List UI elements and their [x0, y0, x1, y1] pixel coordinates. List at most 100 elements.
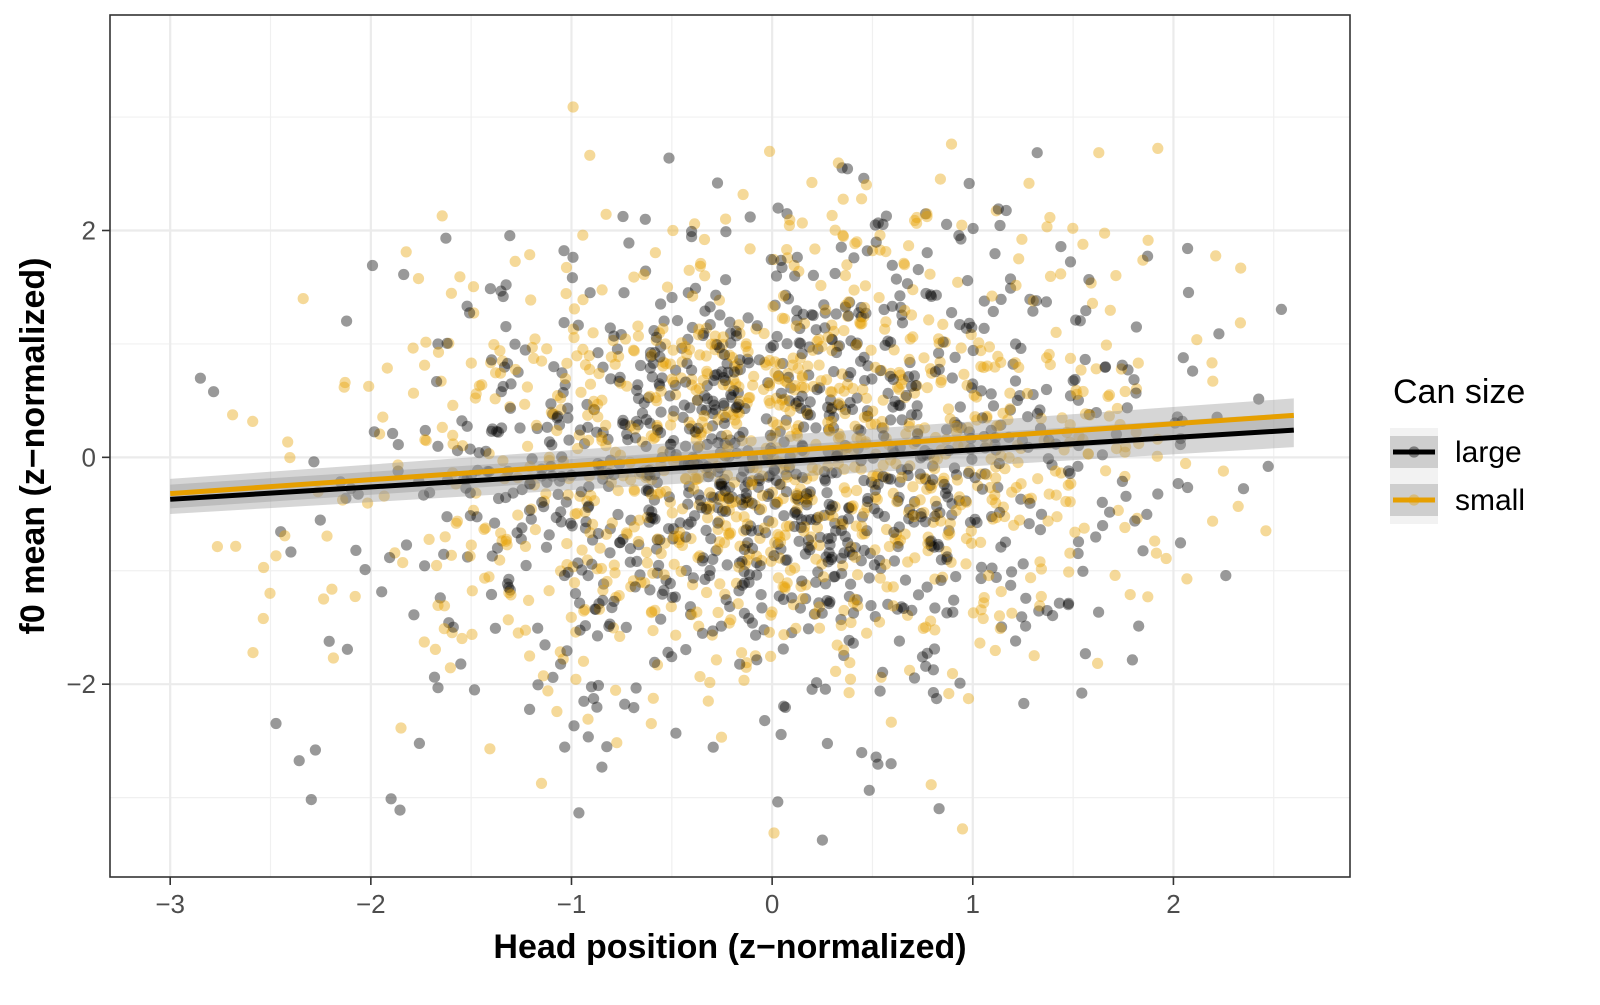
data-point-large: [975, 561, 988, 574]
data-point-large: [874, 554, 886, 566]
data-point-small: [772, 370, 784, 383]
data-point-large: [392, 439, 404, 451]
data-point-small: [600, 440, 612, 452]
data-point-small: [1025, 572, 1037, 584]
data-point-large: [751, 654, 763, 666]
plot-panel-background: [110, 15, 1350, 877]
data-point-large: [587, 534, 599, 546]
data-point-small: [869, 361, 882, 373]
data-point-small: [898, 259, 911, 271]
data-point-large: [540, 541, 553, 553]
data-point-large: [803, 341, 816, 353]
data-point-small: [929, 495, 942, 507]
data-point-small: [445, 549, 457, 561]
data-point-small: [919, 422, 931, 434]
data-point-small: [1058, 444, 1070, 456]
legend-title: Can size: [1393, 373, 1525, 411]
data-point-small: [318, 593, 330, 605]
data-point-small: [904, 417, 916, 429]
data-point-small: [1056, 412, 1068, 424]
data-point-large: [1015, 342, 1027, 354]
data-point-large: [995, 419, 1007, 431]
data-point-large: [525, 513, 537, 525]
data-point-small: [1044, 270, 1057, 282]
data-point-large: [863, 572, 875, 584]
data-point-small: [641, 557, 654, 569]
data-point-large: [501, 357, 514, 369]
data-point-small: [339, 376, 351, 389]
data-point-small: [784, 405, 796, 417]
data-point-small: [773, 399, 785, 411]
data-point-small: [632, 330, 645, 342]
data-point-small: [726, 352, 739, 364]
data-point-small: [247, 647, 259, 659]
data-point-small: [823, 425, 836, 437]
data-point-small: [849, 551, 861, 563]
data-point-small: [644, 390, 656, 402]
data-point-large: [697, 552, 709, 564]
data-point-large: [285, 546, 297, 558]
data-point-small: [648, 433, 660, 445]
data-point-large: [648, 494, 661, 506]
data-point-small: [796, 217, 808, 229]
data-point-large: [597, 594, 609, 607]
data-point-small: [610, 591, 622, 603]
data-point-large: [742, 537, 754, 549]
data-point-large: [1005, 579, 1017, 591]
data-point-large: [582, 731, 594, 743]
data-point-small: [965, 328, 977, 341]
data-point-small: [838, 463, 850, 475]
data-point-large: [720, 274, 732, 286]
data-point-large: [714, 309, 726, 321]
data-point-small: [1111, 402, 1123, 415]
data-point-small: [619, 333, 632, 345]
data-point-large: [736, 499, 749, 511]
data-point-large: [558, 317, 570, 329]
data-point-large: [716, 505, 729, 517]
legend-key-small: [1390, 476, 1438, 524]
data-point-small: [719, 503, 731, 515]
data-point-large: [1027, 389, 1039, 401]
data-point-small: [889, 533, 901, 545]
data-point-large: [1024, 293, 1036, 305]
data-point-small: [1152, 142, 1164, 154]
data-point-large: [895, 601, 908, 613]
data-point-large: [1137, 545, 1149, 557]
data-point-large: [920, 208, 932, 220]
data-point-small: [965, 525, 977, 537]
data-point-large: [949, 351, 961, 363]
data-point-large: [908, 672, 921, 684]
data-point-small: [489, 393, 501, 405]
data-point-large: [927, 474, 939, 486]
data-point-large: [674, 517, 686, 529]
data-point-small: [715, 731, 728, 743]
data-point-large: [850, 339, 862, 351]
data-point-large: [942, 491, 954, 503]
data-point-small: [776, 394, 788, 406]
data-point-small: [555, 392, 567, 404]
data-point-large: [802, 408, 814, 421]
data-point-large: [816, 834, 829, 846]
data-point-large: [802, 534, 815, 546]
data-point-large: [486, 550, 498, 562]
data-point-large: [588, 404, 600, 416]
data-point-small: [813, 622, 826, 634]
data-point-small: [698, 233, 711, 246]
data-point-large: [270, 717, 282, 730]
data-point-large: [669, 591, 681, 603]
data-point-small: [456, 632, 468, 645]
data-point-large: [769, 498, 781, 510]
data-point-small: [609, 567, 621, 579]
data-point-small: [609, 446, 622, 458]
data-point-small: [860, 392, 873, 404]
data-point-small: [613, 350, 625, 363]
data-point-small: [632, 535, 645, 548]
data-point-large: [648, 325, 660, 337]
data-point-small: [778, 313, 791, 325]
data-point-large: [1116, 475, 1128, 487]
data-point-small: [792, 420, 805, 432]
data-point-small: [939, 336, 951, 348]
data-point-small: [693, 329, 705, 341]
data-point-small: [651, 419, 663, 432]
